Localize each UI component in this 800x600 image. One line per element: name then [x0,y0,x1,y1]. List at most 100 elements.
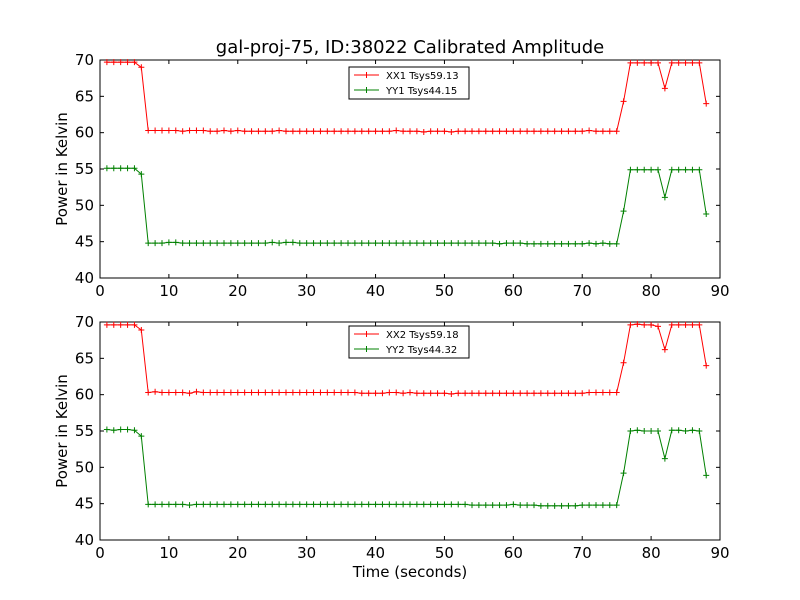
data-point [400,240,407,247]
data-point [110,165,117,172]
x-tick-label: 90 [710,544,729,562]
data-point [648,428,655,434]
y-tick-label: 55 [75,422,94,440]
data-point [400,501,407,508]
data-point [510,240,517,247]
data-point [441,240,448,247]
data-point [531,502,537,509]
data-point [441,390,448,397]
data-point [427,240,434,247]
data-point [193,388,200,395]
legend-marker [363,331,370,337]
data-point [145,501,152,508]
data-point [655,59,661,66]
chart-title: gal-proj-75, ID:38022 Calibrated Amplitu… [216,37,604,58]
data-point [303,501,310,508]
data-point [172,389,179,396]
data-point [668,59,675,66]
data-point [496,128,503,135]
data-point [641,166,648,173]
data-point [351,389,358,396]
data-point [434,128,441,135]
data-point [351,128,358,135]
data-point [296,389,303,396]
data-point [599,389,606,396]
data-point [537,502,544,509]
data-point [234,127,241,134]
data-point [661,194,668,201]
data-point [179,501,186,508]
legend: XX1 Tsys59.13 YY1 Tsys44.15 [348,66,470,100]
data-point [593,240,599,247]
data-point [145,389,152,396]
data-point [503,390,510,397]
data-point [517,240,524,247]
data-point [448,128,455,135]
data-point [365,128,372,135]
series-line [106,429,707,507]
data-point [338,501,345,508]
data-point [648,59,655,66]
series-2 [103,426,710,509]
legend-label: YY1 Tsys44.15 [385,86,457,97]
data-point [131,165,138,172]
data-point [613,240,620,247]
data-point [283,501,289,508]
data-point [627,428,634,434]
data-point [221,127,227,134]
data-point [117,321,124,328]
data-point [200,127,207,134]
y-tick-label: 45 [75,495,94,513]
data-point [558,390,565,397]
data-point [317,501,324,508]
data-point [407,501,413,508]
data-point [455,240,462,247]
data-point [317,240,324,247]
data-point [372,240,379,247]
data-point [524,128,531,135]
data-point [544,240,551,247]
data-point [241,128,248,135]
data-point [103,426,110,433]
data-point [103,165,110,172]
data-point [303,128,310,135]
data-point [606,240,613,247]
data-point [269,239,276,246]
data-point [200,389,207,396]
data-point [358,240,365,247]
data-point [172,127,179,134]
data-point [289,239,296,246]
data-point [241,240,248,247]
data-point [606,128,613,135]
data-point [386,240,393,247]
y-axis-label: Power in Kelvin [53,112,71,226]
data-point [358,128,365,135]
data-point [283,128,289,135]
data-point [524,390,531,397]
data-point [420,128,427,135]
data-point [131,59,138,66]
data-point [241,501,248,508]
data-point [544,390,551,397]
data-point [262,501,269,508]
data-point [696,428,703,434]
data-point [214,389,221,396]
data-point [165,127,172,134]
data-point [200,240,207,247]
data-point [462,128,469,135]
x-tick-label: 70 [573,544,592,562]
data-point [234,240,241,247]
data-point [586,389,593,396]
data-point [234,501,241,508]
legend-box [348,66,470,100]
data-point [310,501,317,508]
data-point [434,390,441,397]
data-point [503,240,510,247]
data-point [675,321,682,328]
data-point [255,389,262,396]
data-point [317,128,324,135]
data-point [338,128,345,135]
data-point [393,127,400,134]
data-point [193,127,200,134]
